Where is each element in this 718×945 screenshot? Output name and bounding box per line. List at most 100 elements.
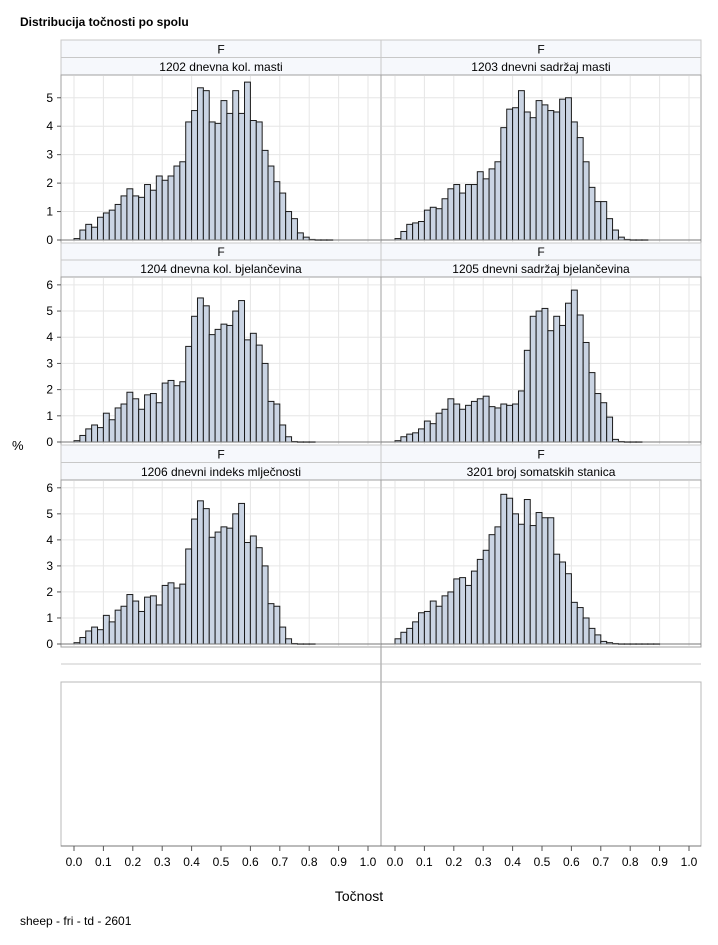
histogram-bar (488, 168, 496, 241)
histogram-bar (459, 192, 467, 241)
histogram-bar (470, 570, 478, 645)
group-label: F (537, 43, 544, 57)
histogram-bar (435, 208, 443, 241)
histogram-bar (261, 565, 269, 645)
trait-label: 1204 dnevna kol. bjelančevina (140, 262, 302, 276)
histogram-bar (249, 332, 257, 443)
histogram-bar (149, 393, 157, 443)
histogram-bar (255, 344, 263, 443)
histogram-bar (126, 594, 134, 645)
histogram-bar (267, 603, 275, 645)
x-axis-label: Točnost (334, 888, 384, 904)
histogram-bar (400, 436, 408, 443)
histogram-bar (167, 582, 175, 645)
y-tick-label: 3 (46, 148, 53, 162)
histogram-bar (232, 310, 240, 443)
histogram-bar (238, 112, 246, 241)
histogram-bar (161, 179, 169, 241)
histogram-bar (144, 596, 151, 645)
histogram-bar (482, 178, 490, 241)
x-tick-label: 0.1 (416, 855, 433, 869)
histogram-bar (144, 394, 151, 443)
histogram-bar (285, 211, 293, 241)
histogram-bar (418, 612, 425, 645)
y-tick-label: 0 (46, 435, 53, 449)
x-tick-label: 0.2 (445, 855, 462, 869)
histogram-bar (249, 120, 257, 241)
histogram-bar (126, 391, 134, 443)
histogram-bar (102, 614, 110, 645)
histogram-bar (114, 203, 122, 241)
histogram-bar (155, 175, 163, 241)
histogram-bar (500, 493, 508, 645)
y-tick-label: 6 (46, 278, 53, 292)
histogram-bar (512, 403, 519, 443)
histogram-bar (406, 223, 414, 241)
x-tick-label: 0.4 (504, 855, 521, 869)
trait-label: 1206 dnevni indeks mlječnosti (141, 465, 301, 479)
histogram-bar (494, 161, 502, 241)
histogram-bar (600, 402, 608, 443)
group-label: F (537, 448, 544, 462)
panel-5: F 1206 dnevni indeks mlječnosti 0 1 2 3 4 5 6 (46, 444, 382, 651)
histogram-bar (173, 165, 181, 241)
histogram-bar (565, 302, 572, 443)
histogram-bar (255, 121, 263, 241)
histogram-bar (400, 230, 408, 241)
histogram-bar (582, 617, 590, 645)
histogram-bar (285, 436, 293, 443)
x-tick-label: 0.3 (154, 855, 171, 869)
histogram-bar (447, 591, 455, 645)
histogram-bar (465, 184, 472, 241)
histogram-bar (547, 517, 555, 645)
histogram-bar (559, 324, 567, 443)
y-tick-label: 4 (46, 119, 53, 133)
page-title: Distribucija točnosti po spolu (20, 15, 189, 29)
histogram-bar (102, 212, 110, 241)
histogram-bar (588, 186, 596, 241)
histogram-bar (582, 341, 590, 443)
y-tick-label: 3 (46, 559, 53, 573)
histogram-bar (202, 508, 210, 645)
x-tick-label: 0.1 (95, 855, 112, 869)
histogram-bar (553, 111, 561, 241)
x-tick-label: 0.6 (563, 855, 580, 869)
histogram-bar (226, 112, 234, 241)
histogram-bar (249, 535, 257, 645)
histogram-bar (167, 379, 175, 443)
y-tick-label: 5 (46, 304, 53, 318)
x-tick-label: 0.8 (622, 855, 639, 869)
histogram-bar (132, 195, 140, 241)
histogram-bar (191, 315, 198, 443)
histogram-bar (418, 221, 425, 241)
x-tick-label: 0.9 (330, 855, 347, 869)
histogram-bar (570, 601, 578, 645)
histogram-bar (79, 229, 87, 241)
histogram-bar (423, 209, 431, 241)
histogram-bar (441, 198, 449, 241)
histogram-bar (196, 87, 204, 241)
histogram-bar (470, 400, 478, 443)
histogram-bar (435, 605, 443, 645)
histogram-bar (296, 232, 304, 241)
histogram-bar (208, 121, 216, 241)
histogram-bar (155, 402, 163, 443)
histogram-bar (167, 175, 175, 241)
histogram-bar (600, 201, 608, 241)
histogram-bar (412, 222, 420, 241)
trait-label: 1202 dnevna kol. masti (159, 60, 282, 74)
histogram-bar (273, 605, 281, 645)
trait-label: 3201 broj somatskih stanica (467, 465, 616, 479)
histogram-bar (91, 424, 99, 443)
histogram-bar (79, 636, 87, 645)
histogram-bar (523, 499, 531, 645)
histogram-bar (226, 527, 234, 645)
x-tick-label: 0.4 (183, 855, 200, 869)
histogram-bar (594, 201, 602, 241)
group-label: F (537, 245, 544, 259)
histogram-bar (132, 398, 140, 443)
x-tick-label: 1.0 (681, 855, 698, 869)
group-label: F (217, 245, 224, 259)
histogram-bar (144, 184, 151, 241)
histogram-bar (423, 610, 431, 645)
